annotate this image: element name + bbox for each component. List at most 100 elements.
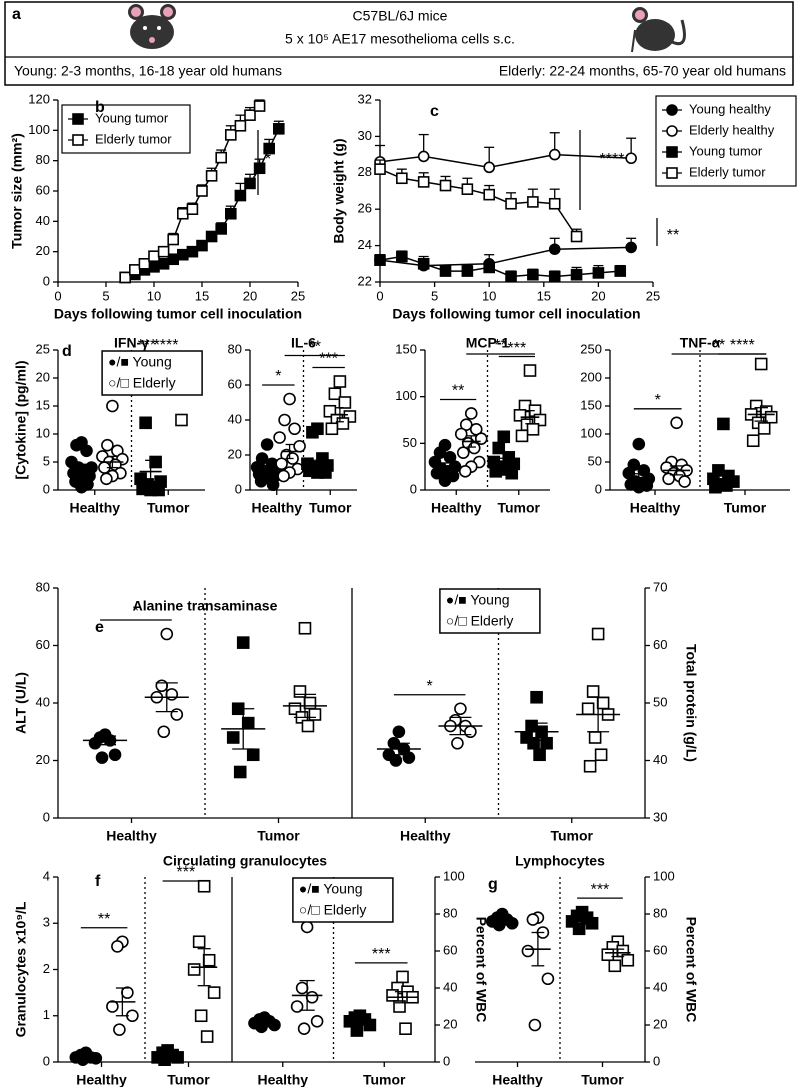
y-tick-label: 100 bbox=[653, 868, 675, 883]
legend-marker bbox=[72, 113, 84, 125]
data-point bbox=[283, 392, 296, 406]
data-point bbox=[572, 922, 586, 936]
legend-label: Young tumor bbox=[689, 143, 763, 158]
data-point bbox=[625, 241, 637, 254]
y-tick-label: 100 bbox=[28, 122, 50, 137]
comparison-label: *** bbox=[372, 946, 391, 963]
y-tick-label: 150 bbox=[395, 341, 417, 356]
data-point bbox=[225, 207, 237, 220]
header-box bbox=[4, 1, 794, 86]
comparison-label: ** bbox=[494, 337, 506, 354]
data-point bbox=[417, 150, 430, 163]
annotation: ** bbox=[667, 227, 679, 244]
x-tick-label: Healthy bbox=[400, 828, 451, 844]
y-tick-label: 40 bbox=[228, 411, 242, 426]
panel-letter: d bbox=[62, 343, 72, 360]
data-point bbox=[451, 736, 464, 750]
data-point bbox=[505, 270, 517, 283]
y-tick-label: 120 bbox=[28, 91, 50, 106]
data-point bbox=[106, 1000, 119, 1013]
data-point bbox=[439, 179, 452, 192]
data-point bbox=[396, 172, 408, 185]
data-point bbox=[581, 702, 595, 716]
data-point bbox=[608, 959, 622, 973]
header-line: 5 x 10⁵ AE17 mesothelioma cells s.c. bbox=[285, 31, 515, 47]
data-point bbox=[170, 708, 184, 721]
series-line bbox=[379, 246, 632, 267]
legend-marker bbox=[666, 167, 678, 179]
y-axis-label: Tumor size (mm²) bbox=[9, 133, 25, 249]
legend-marker bbox=[666, 146, 678, 158]
header-elderly: Elderly: 22-24 months, 65-70 year old hu… bbox=[499, 63, 786, 79]
x-tick-label: Healthy bbox=[630, 500, 681, 516]
data-point bbox=[165, 688, 179, 701]
data-point bbox=[754, 357, 768, 371]
data-point bbox=[263, 142, 276, 155]
y-tick-label: 32 bbox=[358, 91, 372, 106]
data-point bbox=[474, 432, 488, 445]
y-tick-label: 3 bbox=[43, 915, 50, 930]
y-axis-label: Granulocytes x10⁹/L bbox=[13, 901, 29, 1037]
data-point bbox=[186, 203, 199, 215]
data-point bbox=[515, 429, 529, 443]
data-point bbox=[139, 416, 152, 430]
y-tick-label: 30 bbox=[358, 128, 372, 143]
y-axis-label: Percent of WBC bbox=[683, 917, 699, 1023]
data-point bbox=[226, 731, 240, 744]
data-point bbox=[305, 990, 319, 1004]
x-tick-label: 25 bbox=[646, 288, 660, 303]
data-point bbox=[483, 261, 496, 274]
data-point bbox=[439, 265, 452, 277]
data-point bbox=[301, 719, 315, 733]
data-point bbox=[492, 441, 506, 455]
data-point bbox=[417, 257, 430, 270]
legend-box bbox=[101, 350, 203, 396]
data-point bbox=[592, 267, 605, 279]
data-point bbox=[350, 1024, 364, 1037]
y-tick-label: 100 bbox=[443, 868, 465, 883]
y-tick-label: 20 bbox=[36, 369, 50, 384]
data-point bbox=[430, 466, 444, 480]
annotation: * bbox=[265, 151, 271, 168]
data-point bbox=[106, 399, 119, 413]
data-point bbox=[396, 250, 408, 263]
data-point bbox=[167, 253, 179, 266]
data-point bbox=[160, 627, 174, 641]
y-tick-label: 15 bbox=[36, 397, 50, 412]
comparison-label: *** bbox=[591, 881, 610, 898]
x-tick-label: Tumor bbox=[550, 828, 593, 844]
data-point bbox=[374, 254, 386, 266]
data-point bbox=[588, 731, 602, 744]
data-point bbox=[100, 472, 113, 486]
x-tick-label: Healthy bbox=[106, 828, 157, 844]
y-tick-label: 10 bbox=[36, 425, 50, 440]
data-point bbox=[192, 935, 206, 949]
data-point bbox=[300, 920, 314, 934]
data-point bbox=[288, 702, 302, 716]
y-tick-label: 20 bbox=[443, 1016, 457, 1031]
data-point bbox=[548, 270, 561, 283]
data-point bbox=[614, 265, 627, 277]
legend-label: ○/□ Elderly bbox=[446, 613, 513, 629]
data-point bbox=[186, 245, 199, 258]
y-tick-label: 20 bbox=[228, 446, 242, 461]
legend-label: ○/□ Elderly bbox=[299, 902, 366, 918]
elderly-mouse-icon bbox=[631, 7, 686, 53]
legend-label: ●/■ Young bbox=[299, 881, 363, 897]
series-line bbox=[379, 168, 578, 237]
data-point bbox=[275, 457, 288, 471]
data-point bbox=[303, 696, 317, 710]
data-point bbox=[111, 940, 124, 953]
data-point bbox=[402, 751, 416, 764]
data-point bbox=[717, 417, 730, 431]
x-tick-label: Tumor bbox=[147, 500, 190, 516]
data-point bbox=[70, 438, 83, 452]
x-tick-label: Tumor bbox=[497, 500, 540, 516]
x-tick-label: Tumor bbox=[724, 500, 767, 516]
data-point bbox=[505, 466, 519, 480]
data-point bbox=[157, 257, 170, 270]
chart-title: TNF-α bbox=[680, 335, 721, 351]
data-point bbox=[293, 439, 306, 453]
data-point bbox=[467, 441, 481, 455]
